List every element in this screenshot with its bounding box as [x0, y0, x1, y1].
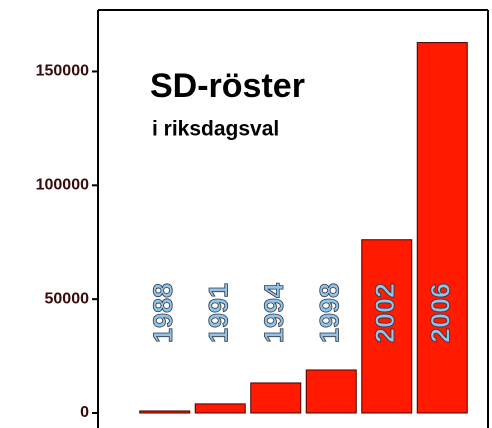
x-tick-label: 1998 [314, 283, 344, 343]
y-tick-label: 150000 [36, 63, 89, 80]
bar [416, 42, 468, 414]
x-tick-label: 2002 [370, 283, 400, 343]
bar [305, 369, 357, 414]
bar [194, 403, 246, 414]
chart-subtitle: i riksdagsval [152, 118, 279, 141]
y-tick-label: 50000 [45, 290, 90, 307]
x-tick-label: 1991 [203, 283, 233, 343]
x-tick-label: 1994 [259, 283, 289, 343]
bar [250, 382, 302, 414]
x-tick-label: 2006 [425, 283, 455, 343]
chart-title: SD-röster [150, 67, 305, 105]
bar [139, 410, 191, 414]
x-tick-label: 1988 [148, 283, 178, 343]
bar [361, 239, 413, 414]
y-tick-label: 0 [80, 404, 89, 421]
y-tick-label: 100000 [36, 177, 89, 194]
